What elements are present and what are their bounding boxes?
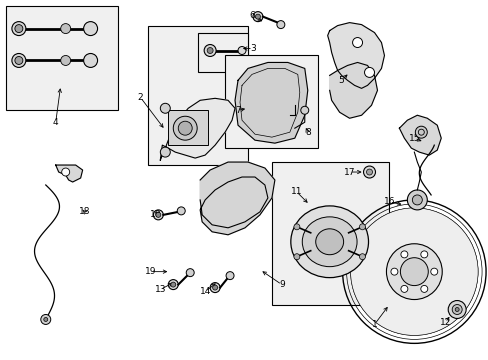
- Circle shape: [170, 282, 175, 287]
- Circle shape: [390, 268, 397, 275]
- Circle shape: [177, 207, 185, 215]
- Circle shape: [366, 169, 372, 175]
- Text: 12: 12: [439, 318, 450, 327]
- Circle shape: [178, 121, 192, 135]
- Circle shape: [212, 285, 217, 290]
- Text: 9: 9: [279, 280, 284, 289]
- Circle shape: [41, 315, 51, 324]
- Circle shape: [225, 272, 234, 280]
- Bar: [148, 26, 247, 165]
- Text: 13: 13: [154, 285, 166, 294]
- Circle shape: [153, 210, 163, 220]
- Circle shape: [400, 258, 427, 285]
- Text: 17: 17: [343, 167, 355, 176]
- Text: 7: 7: [235, 106, 241, 115]
- Circle shape: [293, 254, 299, 260]
- Circle shape: [430, 268, 437, 275]
- Polygon shape: [160, 98, 235, 160]
- Circle shape: [451, 305, 461, 315]
- Polygon shape: [56, 165, 82, 182]
- Circle shape: [238, 46, 245, 54]
- Text: 16: 16: [383, 197, 394, 206]
- Text: 19: 19: [144, 267, 156, 276]
- Text: 2: 2: [137, 93, 143, 102]
- Circle shape: [61, 168, 69, 176]
- Text: 14: 14: [199, 287, 210, 296]
- Circle shape: [359, 224, 365, 230]
- Circle shape: [83, 22, 98, 36]
- Circle shape: [447, 301, 465, 319]
- Text: 4: 4: [53, 118, 59, 127]
- Circle shape: [407, 190, 427, 210]
- Circle shape: [83, 54, 98, 67]
- Ellipse shape: [290, 206, 368, 278]
- Circle shape: [420, 251, 427, 258]
- Circle shape: [160, 103, 170, 113]
- Circle shape: [203, 45, 216, 57]
- Text: 3: 3: [249, 44, 255, 53]
- Circle shape: [352, 37, 362, 48]
- Circle shape: [420, 285, 427, 292]
- Circle shape: [12, 22, 26, 36]
- Circle shape: [207, 48, 213, 54]
- Circle shape: [168, 280, 178, 289]
- Circle shape: [363, 166, 375, 178]
- Circle shape: [61, 24, 71, 33]
- Bar: [198, 32, 247, 72]
- Bar: [168, 110, 208, 145]
- Circle shape: [61, 55, 71, 66]
- Text: 1: 1: [371, 320, 377, 329]
- Circle shape: [300, 106, 308, 114]
- Ellipse shape: [315, 229, 343, 255]
- Polygon shape: [399, 115, 440, 155]
- Text: 11: 11: [290, 188, 302, 197]
- Circle shape: [210, 283, 220, 293]
- Circle shape: [359, 254, 365, 260]
- Polygon shape: [200, 162, 274, 235]
- Circle shape: [411, 195, 422, 205]
- Circle shape: [400, 251, 407, 258]
- Text: 8: 8: [304, 128, 310, 137]
- Text: 18: 18: [79, 207, 90, 216]
- Circle shape: [276, 21, 285, 28]
- Circle shape: [160, 147, 170, 157]
- Text: 15: 15: [408, 134, 419, 143]
- Bar: [271, 162, 388, 305]
- Polygon shape: [235, 62, 307, 143]
- Circle shape: [186, 269, 194, 276]
- Circle shape: [12, 54, 26, 67]
- Circle shape: [400, 285, 407, 292]
- Circle shape: [252, 12, 263, 22]
- Text: 10: 10: [149, 210, 161, 219]
- Circle shape: [293, 224, 299, 230]
- Circle shape: [255, 14, 260, 19]
- Circle shape: [15, 24, 23, 32]
- Circle shape: [364, 67, 374, 77]
- Circle shape: [350, 208, 477, 336]
- Text: 5: 5: [338, 76, 344, 85]
- Circle shape: [173, 116, 197, 140]
- Polygon shape: [327, 23, 384, 88]
- Circle shape: [414, 126, 427, 138]
- Circle shape: [15, 57, 23, 64]
- Circle shape: [156, 212, 161, 217]
- Ellipse shape: [302, 217, 356, 267]
- Circle shape: [386, 244, 441, 300]
- Bar: [224, 55, 317, 148]
- Circle shape: [454, 307, 458, 311]
- Text: 6: 6: [248, 11, 254, 20]
- Bar: [6, 6, 118, 110]
- Circle shape: [44, 318, 48, 321]
- Polygon shape: [329, 62, 377, 118]
